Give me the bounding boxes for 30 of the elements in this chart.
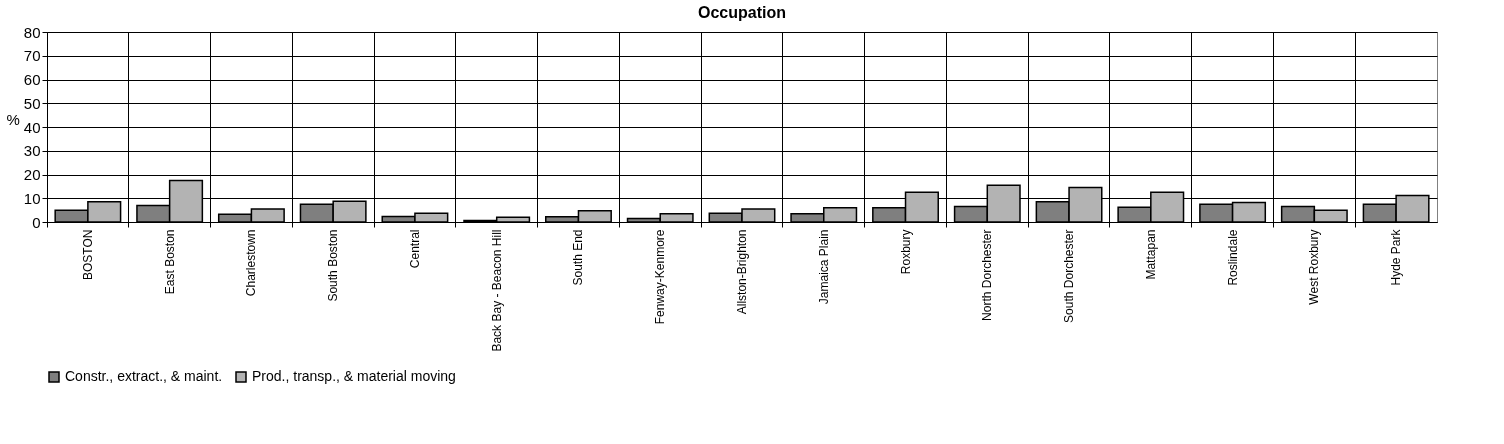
x-tick-label: Mattapan: [1143, 229, 1158, 280]
x-tick-label: West Roxbury: [1307, 229, 1322, 305]
x-tick-label: South Boston: [326, 229, 341, 302]
y-tick-label: 30: [23, 142, 41, 160]
x-tick-label: North Dorchester: [980, 229, 995, 321]
chart-title: Occupation: [697, 4, 787, 21]
x-tick-label: Fenway-Kenmore: [653, 229, 668, 325]
x-tick-label: Charlestown: [244, 229, 259, 297]
x-tick-label: BOSTON: [80, 229, 95, 280]
y-tick-label: 70: [23, 47, 41, 65]
x-tick-label: Allston-Brighton: [735, 229, 749, 315]
x-tick-label: Hyde Park: [1389, 228, 1404, 286]
x-tick-label: Roxbury: [898, 229, 913, 275]
y-tick-label: 50: [23, 94, 41, 112]
x-tick-label: East Boston: [162, 229, 177, 295]
y-tick-label: 10: [23, 189, 41, 207]
legend-label: Prod., transp., & material moving: [252, 368, 456, 384]
y-tick-label: 80: [23, 23, 41, 41]
y-tick-label: 60: [23, 71, 41, 88]
y-tick-label: 40: [23, 118, 41, 136]
y-tick-label: 20: [23, 166, 41, 183]
x-tick-label: South End: [571, 229, 586, 286]
legend-label: Constr., extract., & maint.: [65, 368, 223, 384]
x-tick-label: South Dorchester: [1062, 229, 1077, 323]
x-tick-label: Roslindale: [1225, 229, 1240, 286]
y-tick-label: 0: [32, 213, 41, 231]
x-tick-label: Jamaica Plain: [816, 229, 831, 305]
x-tick-label: Back Bay - Beacon Hill: [489, 229, 504, 352]
y-axis-title: %: [6, 110, 20, 128]
x-tick-label: Central: [407, 229, 422, 269]
